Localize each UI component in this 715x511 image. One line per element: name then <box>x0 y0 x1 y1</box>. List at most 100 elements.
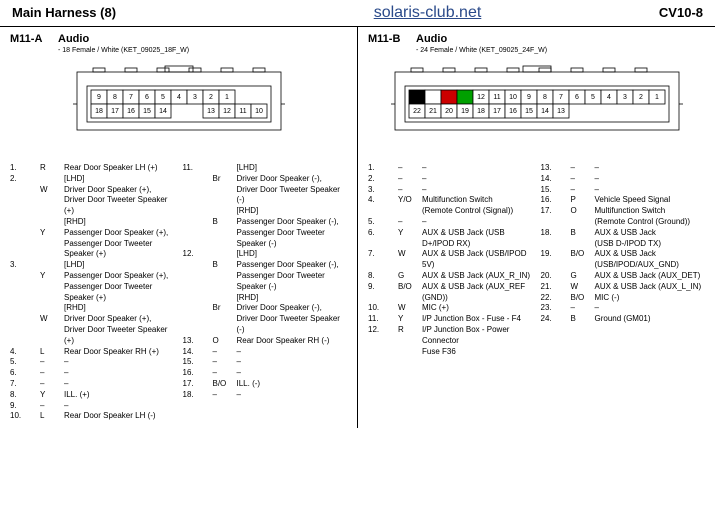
pin-num <box>183 271 213 282</box>
pin-desc: ILL. (-) <box>237 379 348 390</box>
pin-row: Speaker (-) <box>183 239 348 250</box>
pin-wire: – <box>398 185 422 196</box>
pin-row: Driver Door Tweeter Speaker (+) <box>10 325 175 347</box>
pin-row: 8.YILL. (+) <box>10 390 175 401</box>
pin-row: 4.LRear Door Speaker RH (+) <box>10 347 175 358</box>
pin-desc: – <box>64 401 175 412</box>
pin-row: [RHD] <box>10 303 175 314</box>
pin-wire: B/O <box>571 293 595 304</box>
svg-text:3: 3 <box>193 94 197 101</box>
pin-num: 15. <box>541 185 571 196</box>
pin-row: 3.–– <box>368 185 533 196</box>
pin-wire: B <box>213 217 237 228</box>
pin-desc: – <box>422 185 533 196</box>
pin-num <box>541 239 571 250</box>
pin-wire: W <box>398 303 422 314</box>
pin-wire <box>398 347 422 358</box>
pin-desc: – <box>595 185 706 196</box>
pin-wire: W <box>398 249 422 271</box>
pin-wire: L <box>40 347 64 358</box>
pin-row: 10.LRear Door Speaker LH (-) <box>10 411 175 422</box>
pin-desc: Driver Door Tweeter Speaker (-) <box>237 185 348 207</box>
pin-desc: AUX & USB Jack (AUX_DET) <box>595 271 706 282</box>
pin-num: 8. <box>10 390 40 401</box>
pin-wire: G <box>398 271 422 282</box>
pin-desc: (Remote Control (Signal)) <box>422 206 533 217</box>
pin-wire <box>213 228 237 239</box>
pin-num: 17. <box>183 379 213 390</box>
pin-wire: W <box>571 282 595 293</box>
pin-wire <box>40 249 64 260</box>
pin-desc: Rear Door Speaker LH (-) <box>64 411 175 422</box>
pin-wire: W <box>40 185 64 196</box>
pin-wire: B <box>571 228 595 239</box>
pin-desc: [RHD] <box>237 206 348 217</box>
pin-desc: AUX & USB Jack <box>595 228 706 239</box>
pin-num: 20. <box>541 271 571 282</box>
pin-row: 24.BGround (GM01) <box>541 314 706 325</box>
pin-row: 4.Y/OMultifunction Switch <box>368 195 533 206</box>
pin-wire: Br <box>213 303 237 314</box>
pin-wire <box>213 314 237 336</box>
svg-text:20: 20 <box>445 108 453 115</box>
pin-wire <box>40 293 64 304</box>
pin-row: Passenger Door Tweeter <box>10 282 175 293</box>
pin-num <box>10 249 40 260</box>
svg-text:15: 15 <box>525 108 533 115</box>
svg-text:6: 6 <box>575 94 579 101</box>
svg-text:12: 12 <box>223 108 231 115</box>
pin-desc: [RHD] <box>64 303 175 314</box>
pin-num: 7. <box>368 249 398 271</box>
pin-num <box>10 303 40 314</box>
connector-sub: - 18 Female / White (KET_09025_18F_W) <box>58 47 347 54</box>
pincol: 1.––2.––3.––4.Y/OMultifunction Switch(Re… <box>368 163 533 357</box>
pin-desc: AUX & USB Jack (AUX_R_IN) <box>422 271 533 282</box>
pin-row: 9.B/OAUX & USB Jack (AUX_REF (GND)) <box>368 282 533 304</box>
pin-desc: – <box>237 368 348 379</box>
pin-desc: MIC (+) <box>422 303 533 314</box>
pin-num <box>10 239 40 250</box>
pin-wire <box>213 271 237 282</box>
pin-num: 23. <box>541 303 571 314</box>
pin-desc: Driver Door Speaker (+), <box>64 314 175 325</box>
pin-row: (Remote Control (Ground)) <box>541 217 706 228</box>
pin-num <box>183 228 213 239</box>
svg-text:1: 1 <box>225 94 229 101</box>
pin-desc: Passenger Door Tweeter <box>64 239 175 250</box>
pin-row: 12.[LHD] <box>183 249 348 260</box>
pin-row: [RHD] <box>183 206 348 217</box>
pin-num <box>10 293 40 304</box>
pin-num: 3. <box>10 260 40 271</box>
pin-desc: – <box>237 347 348 358</box>
pin-desc: ILL. (+) <box>64 390 175 401</box>
pin-desc: Driver Door Speaker (+), <box>64 185 175 196</box>
pin-wire: Y/O <box>398 195 422 206</box>
pin-num: 9. <box>10 401 40 412</box>
pin-desc: AUX & USB Jack (USB/IPOD 5V) <box>422 249 533 271</box>
svg-text:1: 1 <box>655 94 659 101</box>
connector-name: Audio <box>58 33 89 45</box>
pin-wire: – <box>40 357 64 368</box>
pin-wire: – <box>571 185 595 196</box>
pin-num <box>10 185 40 196</box>
panels: M11-A Audio - 18 Female / White (KET_090… <box>0 27 715 428</box>
pin-wire: B/O <box>398 282 422 304</box>
pin-desc: [LHD] <box>237 249 348 260</box>
pin-desc: Passenger Door Speaker (-), <box>237 260 348 271</box>
pin-row: Passenger Door Tweeter <box>183 228 348 239</box>
pin-wire <box>571 217 595 228</box>
pin-desc: Driver Door Tweeter Speaker (-) <box>237 314 348 336</box>
pin-desc: Driver Door Speaker (-), <box>237 303 348 314</box>
pin-desc: Speaker (+) <box>64 293 175 304</box>
pin-num: 11. <box>368 314 398 325</box>
svg-text:11: 11 <box>239 108 246 115</box>
pin-wire <box>213 239 237 250</box>
svg-text:19: 19 <box>461 108 469 115</box>
pin-row: YPassenger Door Speaker (+), <box>10 228 175 239</box>
pin-num: 1. <box>368 163 398 174</box>
pin-desc: MIC (-) <box>595 293 706 304</box>
pin-num <box>541 260 571 271</box>
pin-desc: – <box>64 357 175 368</box>
pin-num: 16. <box>183 368 213 379</box>
pin-desc: – <box>595 303 706 314</box>
